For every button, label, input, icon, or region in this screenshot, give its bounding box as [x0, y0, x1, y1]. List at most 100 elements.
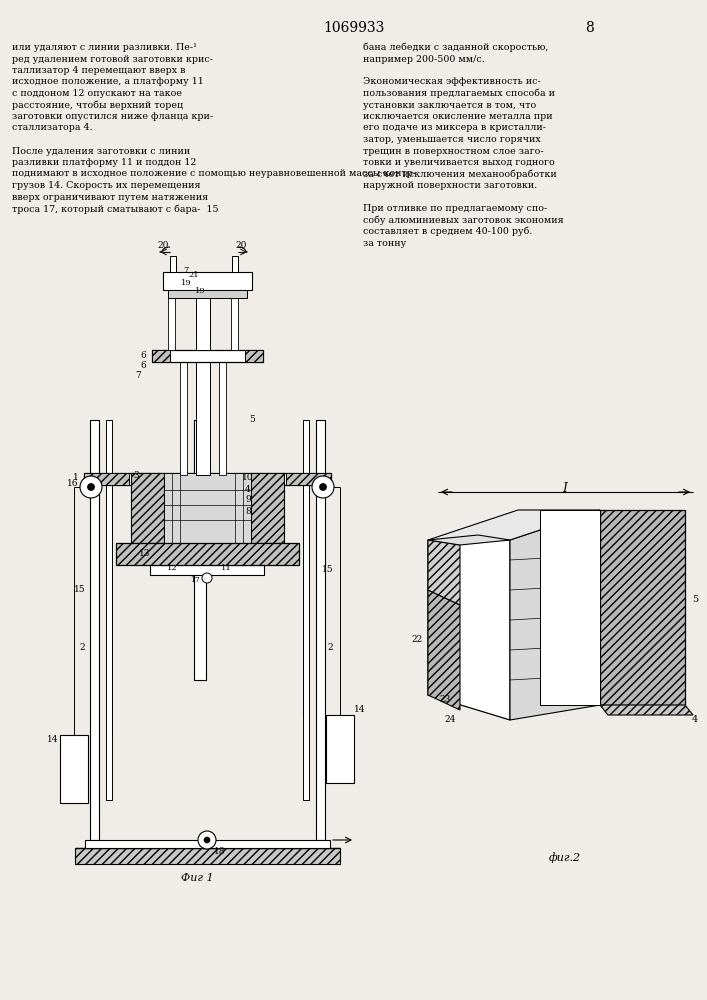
Polygon shape [428, 590, 460, 710]
Text: 23: 23 [439, 696, 450, 704]
Polygon shape [600, 705, 693, 715]
Text: поднимают в исходное положение с помощью неуравновешенной массы контр-: поднимают в исходное положение с помощью… [12, 169, 416, 178]
Bar [168, 290, 175, 350]
Bar [106, 420, 112, 800]
Text: 20: 20 [235, 241, 247, 250]
Polygon shape [428, 510, 600, 540]
Circle shape [320, 484, 327, 490]
Circle shape [312, 476, 334, 498]
Text: 18: 18 [214, 848, 226, 856]
Circle shape [204, 837, 210, 843]
Text: бана лебедки с заданной скоростью,: бана лебедки с заданной скоростью, [363, 43, 549, 52]
Bar [168, 290, 247, 298]
Text: 16: 16 [67, 480, 78, 488]
Text: 20: 20 [158, 241, 169, 250]
Text: 10: 10 [243, 474, 254, 483]
Text: 22: 22 [411, 636, 423, 645]
Text: При отливке по предлагаемому спо-: При отливке по предлагаемому спо- [363, 204, 547, 213]
Bar [150, 565, 264, 575]
Bar [164, 473, 251, 543]
Bar [245, 350, 263, 362]
Text: 2: 2 [327, 644, 333, 652]
Text: грузов 14. Скорость их перемещения: грузов 14. Скорость их перемещения [12, 181, 201, 190]
Text: Экономическая эффективность ис-: Экономическая эффективность ис- [363, 78, 541, 87]
Bar [196, 320, 210, 475]
Text: 4: 4 [692, 716, 698, 724]
Text: его подаче из миксера в кристалли-: его подаче из миксера в кристалли- [363, 123, 546, 132]
Text: 1069933: 1069933 [323, 21, 385, 35]
Text: 14: 14 [47, 736, 59, 744]
Bar [172, 473, 235, 543]
Text: за счет исключения механообработки: за счет исключения механообработки [363, 169, 556, 179]
Text: Фиг 1: Фиг 1 [181, 873, 214, 883]
Text: установки заключается в том, что: установки заключается в том, что [363, 101, 536, 109]
Polygon shape [428, 535, 510, 545]
Bar [251, 473, 284, 543]
Bar [316, 420, 325, 840]
Bar [84, 473, 331, 485]
Text: 8: 8 [245, 508, 251, 516]
Bar [326, 715, 354, 783]
Bar [170, 256, 176, 272]
Bar [231, 290, 238, 350]
Bar [60, 735, 88, 803]
Polygon shape [428, 540, 460, 605]
Bar [75, 848, 340, 864]
Text: например 200-500 мм/с.: например 200-500 мм/с. [363, 54, 485, 64]
Text: разливки платформу 11 и поддон 12: разливки платформу 11 и поддон 12 [12, 158, 197, 167]
Bar [163, 272, 252, 290]
Circle shape [198, 831, 216, 849]
Bar [286, 473, 331, 485]
Text: расстояние, чтобы верхний торец: расстояние, чтобы верхний торец [12, 101, 183, 110]
Bar [232, 256, 238, 272]
Text: ред удалением готовой заготовки крис-: ред удалением готовой заготовки крис- [12, 54, 213, 64]
Text: 13: 13 [139, 550, 151, 558]
Bar [84, 473, 129, 485]
Bar [303, 420, 309, 800]
Text: 15: 15 [74, 585, 86, 594]
Text: 5: 5 [249, 416, 255, 424]
Text: 24: 24 [444, 716, 456, 724]
Text: фиг.2: фиг.2 [549, 853, 581, 863]
Text: 12: 12 [167, 564, 177, 572]
Text: 21: 21 [189, 271, 199, 279]
Bar [219, 350, 226, 475]
Circle shape [80, 476, 102, 498]
Text: 19: 19 [194, 287, 205, 295]
Bar [152, 350, 263, 362]
Text: трещин в поверхностном слое заго-: трещин в поверхностном слое заго- [363, 146, 544, 155]
Text: исходное положение, а платформу 11: исходное положение, а платформу 11 [12, 78, 204, 87]
Bar [196, 272, 210, 350]
Text: за тонну: за тонну [363, 238, 407, 247]
Text: таллизатор 4 перемещают вверх в: таллизатор 4 перемещают вверх в [12, 66, 185, 75]
Text: I: I [563, 482, 568, 494]
Text: с поддоном 12 опускают на такое: с поддоном 12 опускают на такое [12, 89, 182, 98]
Text: 8: 8 [585, 21, 595, 35]
Circle shape [88, 484, 95, 490]
Bar [152, 350, 170, 362]
Text: 19: 19 [180, 279, 192, 287]
Bar [90, 420, 99, 840]
Text: пользования предлагаемых способа и: пользования предлагаемых способа и [363, 89, 555, 99]
Text: 11: 11 [221, 564, 231, 572]
Text: заготовки опустился ниже фланца кри-: заготовки опустился ниже фланца кри- [12, 112, 213, 121]
Bar [540, 510, 600, 705]
Text: 15: 15 [322, 566, 334, 574]
Text: После удаления заготовки с линии: После удаления заготовки с линии [12, 146, 190, 155]
Text: 2: 2 [79, 644, 85, 652]
Text: 5: 5 [692, 595, 698, 604]
Text: 3: 3 [133, 471, 139, 480]
Text: 7: 7 [183, 266, 189, 274]
Text: троса 17, который сматывают с бара-  15: троса 17, который сматывают с бара- 15 [12, 204, 218, 214]
Bar [131, 473, 164, 543]
Bar [116, 543, 299, 565]
Text: 9: 9 [245, 495, 251, 504]
Text: затор, уменьшается число горячих: затор, уменьшается число горячих [363, 135, 541, 144]
Text: товки и увеличивается выход годного: товки и увеличивается выход годного [363, 158, 555, 167]
Bar [180, 350, 187, 475]
Bar [600, 510, 685, 705]
Text: 7: 7 [135, 370, 141, 379]
Circle shape [202, 573, 212, 583]
Text: наружной поверхности заготовки.: наружной поверхности заготовки. [363, 181, 537, 190]
Text: собу алюминиевых заготовок экономия: собу алюминиевых заготовок экономия [363, 216, 563, 225]
